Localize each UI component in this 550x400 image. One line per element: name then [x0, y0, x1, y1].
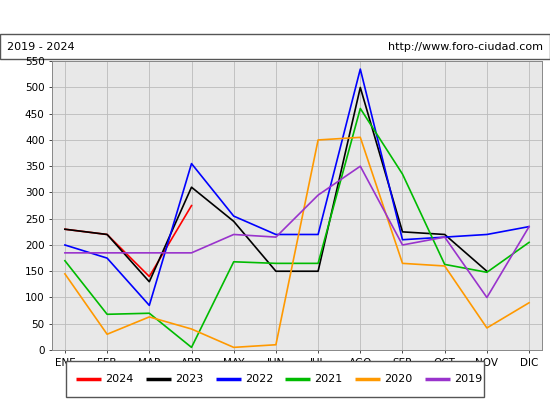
Text: 2019: 2019 — [454, 374, 482, 384]
Text: 2023: 2023 — [175, 374, 204, 384]
Text: 2019 - 2024: 2019 - 2024 — [7, 42, 74, 52]
Text: http://www.foro-ciudad.com: http://www.foro-ciudad.com — [388, 42, 543, 52]
Text: 2022: 2022 — [245, 374, 273, 384]
Text: Evolucion Nº Turistas Nacionales en el municipio de Gajates: Evolucion Nº Turistas Nacionales en el m… — [51, 10, 499, 24]
Text: 2020: 2020 — [384, 374, 412, 384]
Text: 2024: 2024 — [106, 374, 134, 384]
Text: 2021: 2021 — [315, 374, 343, 384]
